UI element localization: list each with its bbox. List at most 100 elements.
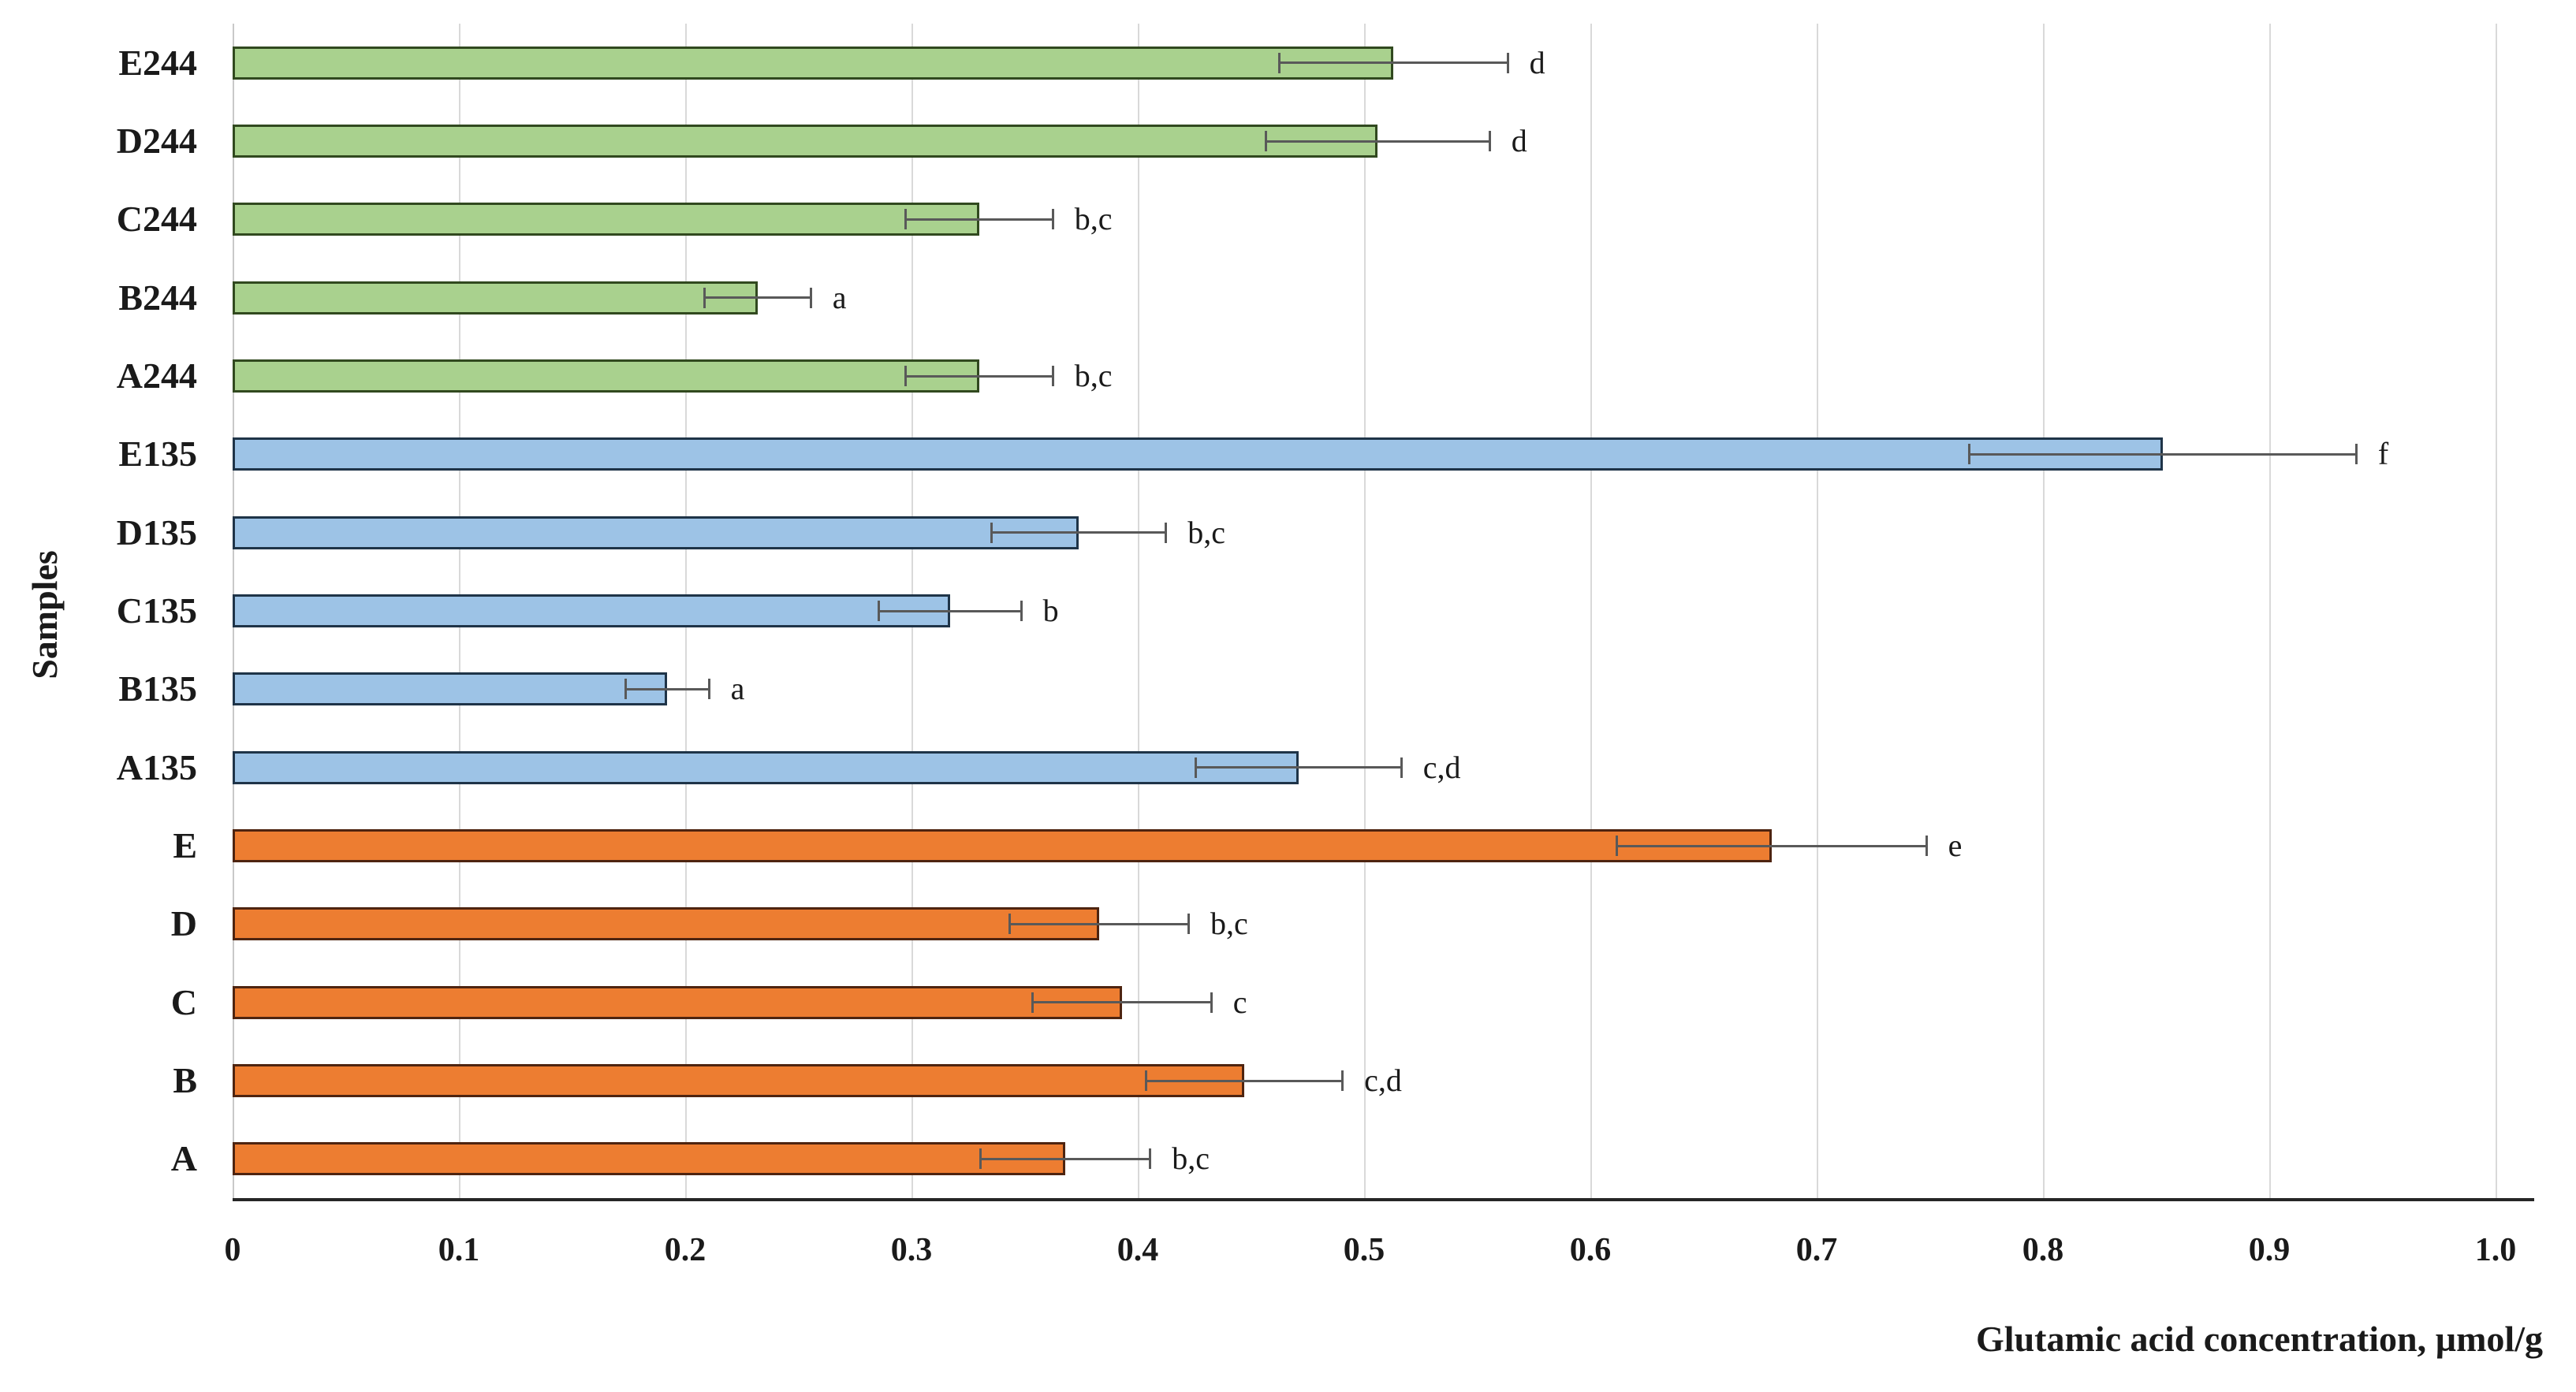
error-bar-cap-right [1149,1148,1152,1170]
significance-letter: a [832,279,847,315]
category-label: E244 [118,42,197,83]
error-bar-line [1031,1001,1213,1004]
significance-letter: c [1232,984,1247,1020]
x-tick-label: 0.6 [1569,1232,1612,1268]
bar [233,203,980,236]
error-bar-cap-left [624,679,627,700]
significance-letter: b [1042,593,1059,628]
error-bar-cap-right [1187,914,1190,935]
gridline [1364,24,1366,1198]
error-bar-cap-right [1020,601,1023,621]
category-label: C [170,981,197,1022]
significance-letter: b,c [1187,514,1226,550]
error-bar-cap-left [1968,444,1971,465]
gridline [1590,24,1592,1198]
significance-letter: d [1511,123,1527,158]
error-bar-line [904,218,1054,221]
bar [233,829,1772,862]
category-label: C244 [116,199,197,240]
bar [233,594,950,627]
bar [233,125,1378,158]
significance-letter: f [2377,436,2389,472]
bar [233,359,980,393]
significance-letter: c,d [1422,749,1461,785]
error-bar-line [990,531,1168,534]
category-label: B135 [118,668,197,709]
error-bar-cap-left [1615,836,1618,856]
error-bar-line [904,374,1054,378]
error-bar-line [1264,140,1491,143]
error-bar-cap-right [707,679,710,700]
error-bar-cap-right [1400,757,1403,778]
x-tick-label: 0.5 [1343,1232,1385,1268]
error-bar-cap-left [990,522,993,543]
error-bar-cap-right [1925,836,1928,856]
x-tick-label: 0.9 [2248,1232,2291,1268]
bar [233,750,1299,784]
bar [233,672,668,706]
bar [233,515,1079,549]
x-axis-title: Glutamic acid concentration, µmol/g [1976,1319,2543,1359]
error-bar-cap-left [703,287,706,308]
gridline [2269,24,2271,1198]
x-tick-label: 0.2 [664,1232,706,1268]
error-bar-cap-right [1051,366,1054,386]
error-bar-line [703,296,812,300]
error-bar-cap-left [1277,52,1281,73]
bar [233,1064,1244,1097]
category-label: A [170,1138,197,1179]
error-bar-cap-left [1264,131,1267,151]
x-axis-line [233,1198,2534,1201]
x-tick-label: 1.0 [2474,1232,2517,1268]
error-bar-line [624,687,710,690]
error-bar-cap-left [1008,914,1012,935]
bar [233,281,758,315]
x-tick-label: 0.1 [438,1232,480,1268]
significance-letter: b,c [1172,1141,1210,1177]
error-bar-cap-left [979,1148,982,1170]
significance-letter: a [730,671,745,707]
category-label: C135 [116,590,197,631]
error-bar-line [1008,922,1190,925]
category-label: E [173,825,197,865]
significance-letter: d [1529,44,1545,80]
error-bar-cap-right [1488,131,1491,151]
x-tick-label: 0.3 [890,1232,933,1268]
significance-letter: b,c [1074,201,1113,237]
significance-letter: c,d [1364,1063,1402,1098]
category-label: B244 [118,277,197,318]
error-bar-line [1144,1079,1344,1082]
bar [233,46,1394,80]
error-bar-cap-right [1051,209,1054,230]
bar [233,985,1122,1019]
error-bar-line [1615,844,1928,847]
x-tick-label: 0.4 [1117,1232,1159,1268]
x-tick-label: 0.7 [1795,1232,1838,1268]
error-bar-cap-right [1210,992,1213,1013]
category-label: A244 [116,355,197,396]
bar [233,437,2164,471]
x-tick-label: 0.8 [2022,1232,2064,1268]
error-bar-cap-left [1031,992,1035,1013]
category-label: A135 [116,746,197,787]
gridline [1817,24,1818,1198]
error-bar-cap-right [2354,444,2358,465]
category-label: B [173,1060,197,1100]
error-bar-cap-right [1506,52,1509,73]
y-axis-title: Samples [24,550,65,679]
gridline [1138,24,1139,1198]
category-label: D244 [116,121,197,161]
bar [233,1142,1066,1176]
error-bar-cap-left [1194,757,1197,778]
error-bar-line [1194,766,1403,769]
significance-letter: b,c [1210,906,1248,942]
gridline [2043,24,2045,1198]
significance-letter: b,c [1074,358,1113,393]
error-bar-cap-left [904,366,908,386]
error-bar-cap-left [877,601,880,621]
x-tick-label: 0 [224,1232,241,1268]
gridline [2496,24,2497,1198]
error-bar-line [1968,452,2358,456]
